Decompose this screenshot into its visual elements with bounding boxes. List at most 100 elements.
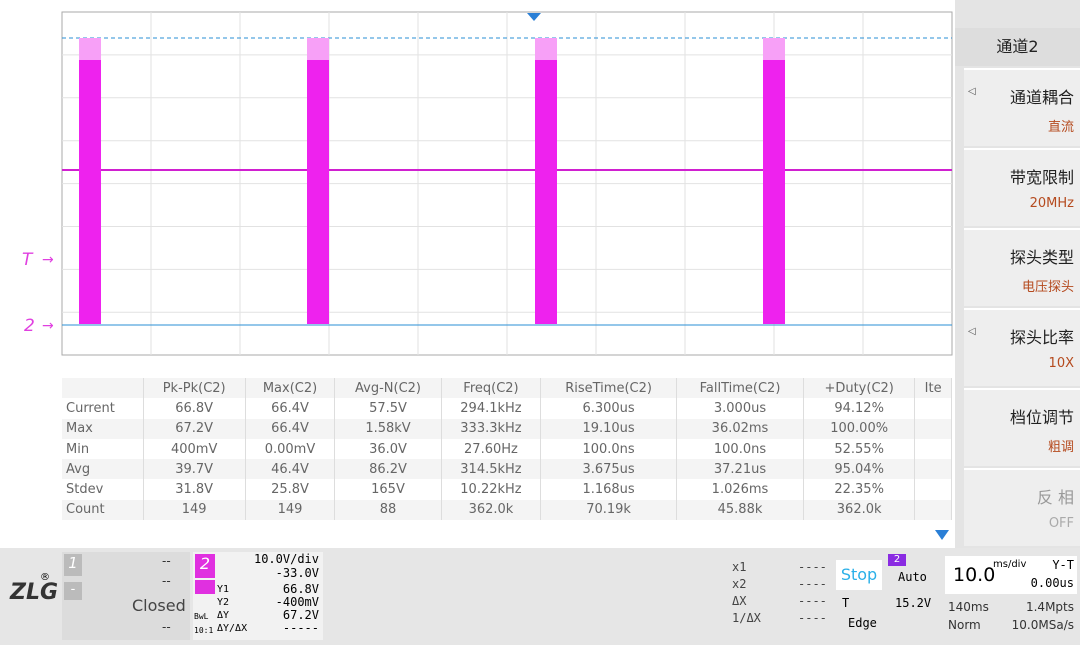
y-cursor-label: Y2 — [217, 597, 230, 608]
ch2-bwl: BwL — [194, 612, 209, 621]
corner-cell — [62, 378, 144, 399]
pulse-fuzz — [763, 38, 785, 60]
ch2-number[interactable]: 2 — [195, 554, 215, 578]
y-cursor-value: 67.2V — [282, 608, 319, 622]
menu-item[interactable]: ◁ 通道耦合 直流 — [964, 68, 1080, 146]
menu-item[interactable]: 反 相 OFF — [964, 468, 1080, 546]
cell: 45.88k — [676, 499, 805, 521]
y-cursor-label: ΔY/ΔX — [217, 623, 248, 634]
scroll-arrow[interactable] — [932, 528, 952, 544]
submenu-arrow: ◁ — [968, 326, 976, 337]
header-cell: Pk-Pk(C2) — [143, 378, 246, 399]
menu-label: 探头比率 — [1009, 328, 1074, 347]
measurement-table: Pk-Pk(C2) Max(C2) Avg-N(C2) Freq(C2) RiseTim… — [62, 378, 952, 521]
x-cursor-label: x2 — [732, 577, 747, 591]
trigger-label: T — [842, 596, 850, 610]
trigger-pos — [527, 13, 541, 21]
row-label: Stdev — [62, 479, 144, 500]
trigger-source: 2 — [888, 554, 906, 566]
arrow: → — [42, 252, 54, 268]
cell: 66.4V — [245, 398, 336, 419]
empty-cell — [914, 479, 952, 500]
grid — [62, 12, 952, 355]
cell: 95.04% — [803, 459, 916, 480]
menu-item[interactable]: ◁ 探头比率 10X — [964, 308, 1080, 386]
ch1-readout: -- — [162, 554, 171, 568]
submenu-arrow: ◁ — [968, 86, 976, 97]
cell: 100.0ns — [540, 438, 677, 460]
header-cell: Max(C2) — [245, 378, 336, 399]
timebase-acq: Norm — [948, 618, 981, 632]
cell: 149 — [143, 499, 246, 521]
data-row: Current 66.8V 66.4V 57.5V 294.1kHz 6.300us 3.0… — [62, 398, 952, 419]
menu-value: 20MHz — [1029, 196, 1074, 211]
menu-value: 10X — [1048, 356, 1074, 371]
y-cursor-value: ----- — [282, 621, 319, 635]
menu-item[interactable]: 档位调节 粗调 — [964, 388, 1080, 466]
timebase-box[interactable] — [945, 556, 1077, 594]
cell: 6.300us — [540, 398, 677, 419]
x-cursor-label: ΔX — [732, 594, 747, 608]
menu-value: 粗调 — [1047, 440, 1074, 455]
ch1-readout: -- — [162, 574, 171, 588]
cell: 22.35% — [803, 479, 916, 500]
ch1-sub: - — [64, 582, 82, 600]
timebase-window: 140ms — [948, 600, 989, 614]
cell: 37.21us — [676, 459, 805, 480]
x-cursor-value: ---- — [798, 594, 827, 608]
empty-cell — [914, 398, 952, 419]
header-cell: FallTime(C2) — [676, 378, 805, 399]
cell: 57.5V — [334, 398, 442, 419]
y-cursor-label: ΔY — [217, 610, 230, 621]
x-cursor-value: ---- — [798, 577, 827, 591]
y-cursor-value: 66.8V — [282, 582, 319, 596]
logo-r: ® — [40, 572, 50, 583]
cell: 10.22kHz — [441, 479, 542, 500]
timebase-delay: 0.00us — [1030, 576, 1074, 590]
timebase-rate: 10.0MSa/s — [1011, 618, 1074, 632]
pulse — [79, 42, 101, 324]
cell: 86.2V — [334, 459, 442, 480]
ch1-panel: 1 - -- -- -- Closed — [62, 552, 190, 640]
cell: 3.675us — [540, 459, 677, 480]
cell: 27.60Hz — [441, 438, 542, 460]
pulse-fuzz — [307, 38, 329, 60]
cell: 25.8V — [245, 479, 336, 500]
row-label: Max — [62, 418, 144, 439]
timebase-value: 10.0 — [953, 564, 996, 586]
x-cursor-label: 1/ΔX — [732, 611, 761, 625]
x-cursor-label: x1 — [732, 560, 747, 574]
cell: 100.00% — [803, 418, 916, 439]
run-button[interactable]: Stop — [836, 560, 882, 590]
timebase-mode: Y-T — [1052, 558, 1074, 572]
data-row: Max 67.2V 66.4V 1.58kV 333.3kHz 19.10us 36.02m… — [62, 418, 952, 439]
row-label: Avg — [62, 459, 144, 480]
cell: 46.4V — [245, 459, 336, 480]
empty-cell — [914, 418, 952, 439]
header-cell: RiseTime(C2) — [540, 378, 677, 399]
cell: 31.8V — [143, 479, 246, 500]
menu-item[interactable]: 探头类型 电压探头 — [964, 228, 1080, 306]
cell: 67.2V — [143, 418, 246, 439]
header-cell: Ite — [914, 378, 952, 399]
cell: 36.0V — [334, 438, 442, 460]
cell: 333.3kHz — [441, 418, 542, 439]
cell: 66.4V — [245, 418, 336, 439]
menu-title: 通道2 — [955, 28, 1080, 66]
cell: 70.19k — [540, 499, 677, 521]
data-row: Count 149 149 88 362.0k 70.19k 45.88k 362.0k — [62, 499, 952, 521]
cell: 314.5kHz — [441, 459, 542, 480]
waveform-screen: T → 2 → — [22, 11, 953, 356]
ch1-readout: -- — [162, 620, 171, 634]
arrow: → — [42, 318, 54, 334]
trigger-mode: Auto — [898, 570, 927, 584]
menu-value: OFF — [1048, 516, 1074, 531]
menu-item[interactable]: 带宽限制 20MHz — [964, 148, 1080, 226]
trigger-marker: T — [22, 250, 34, 270]
cell: 1.168us — [540, 479, 677, 500]
cell: 165V — [334, 479, 442, 500]
ch1-number[interactable]: 1 — [64, 554, 82, 576]
empty-cell — [914, 499, 952, 521]
pulse — [307, 42, 329, 324]
trigger-level: 15.2V — [895, 596, 932, 610]
